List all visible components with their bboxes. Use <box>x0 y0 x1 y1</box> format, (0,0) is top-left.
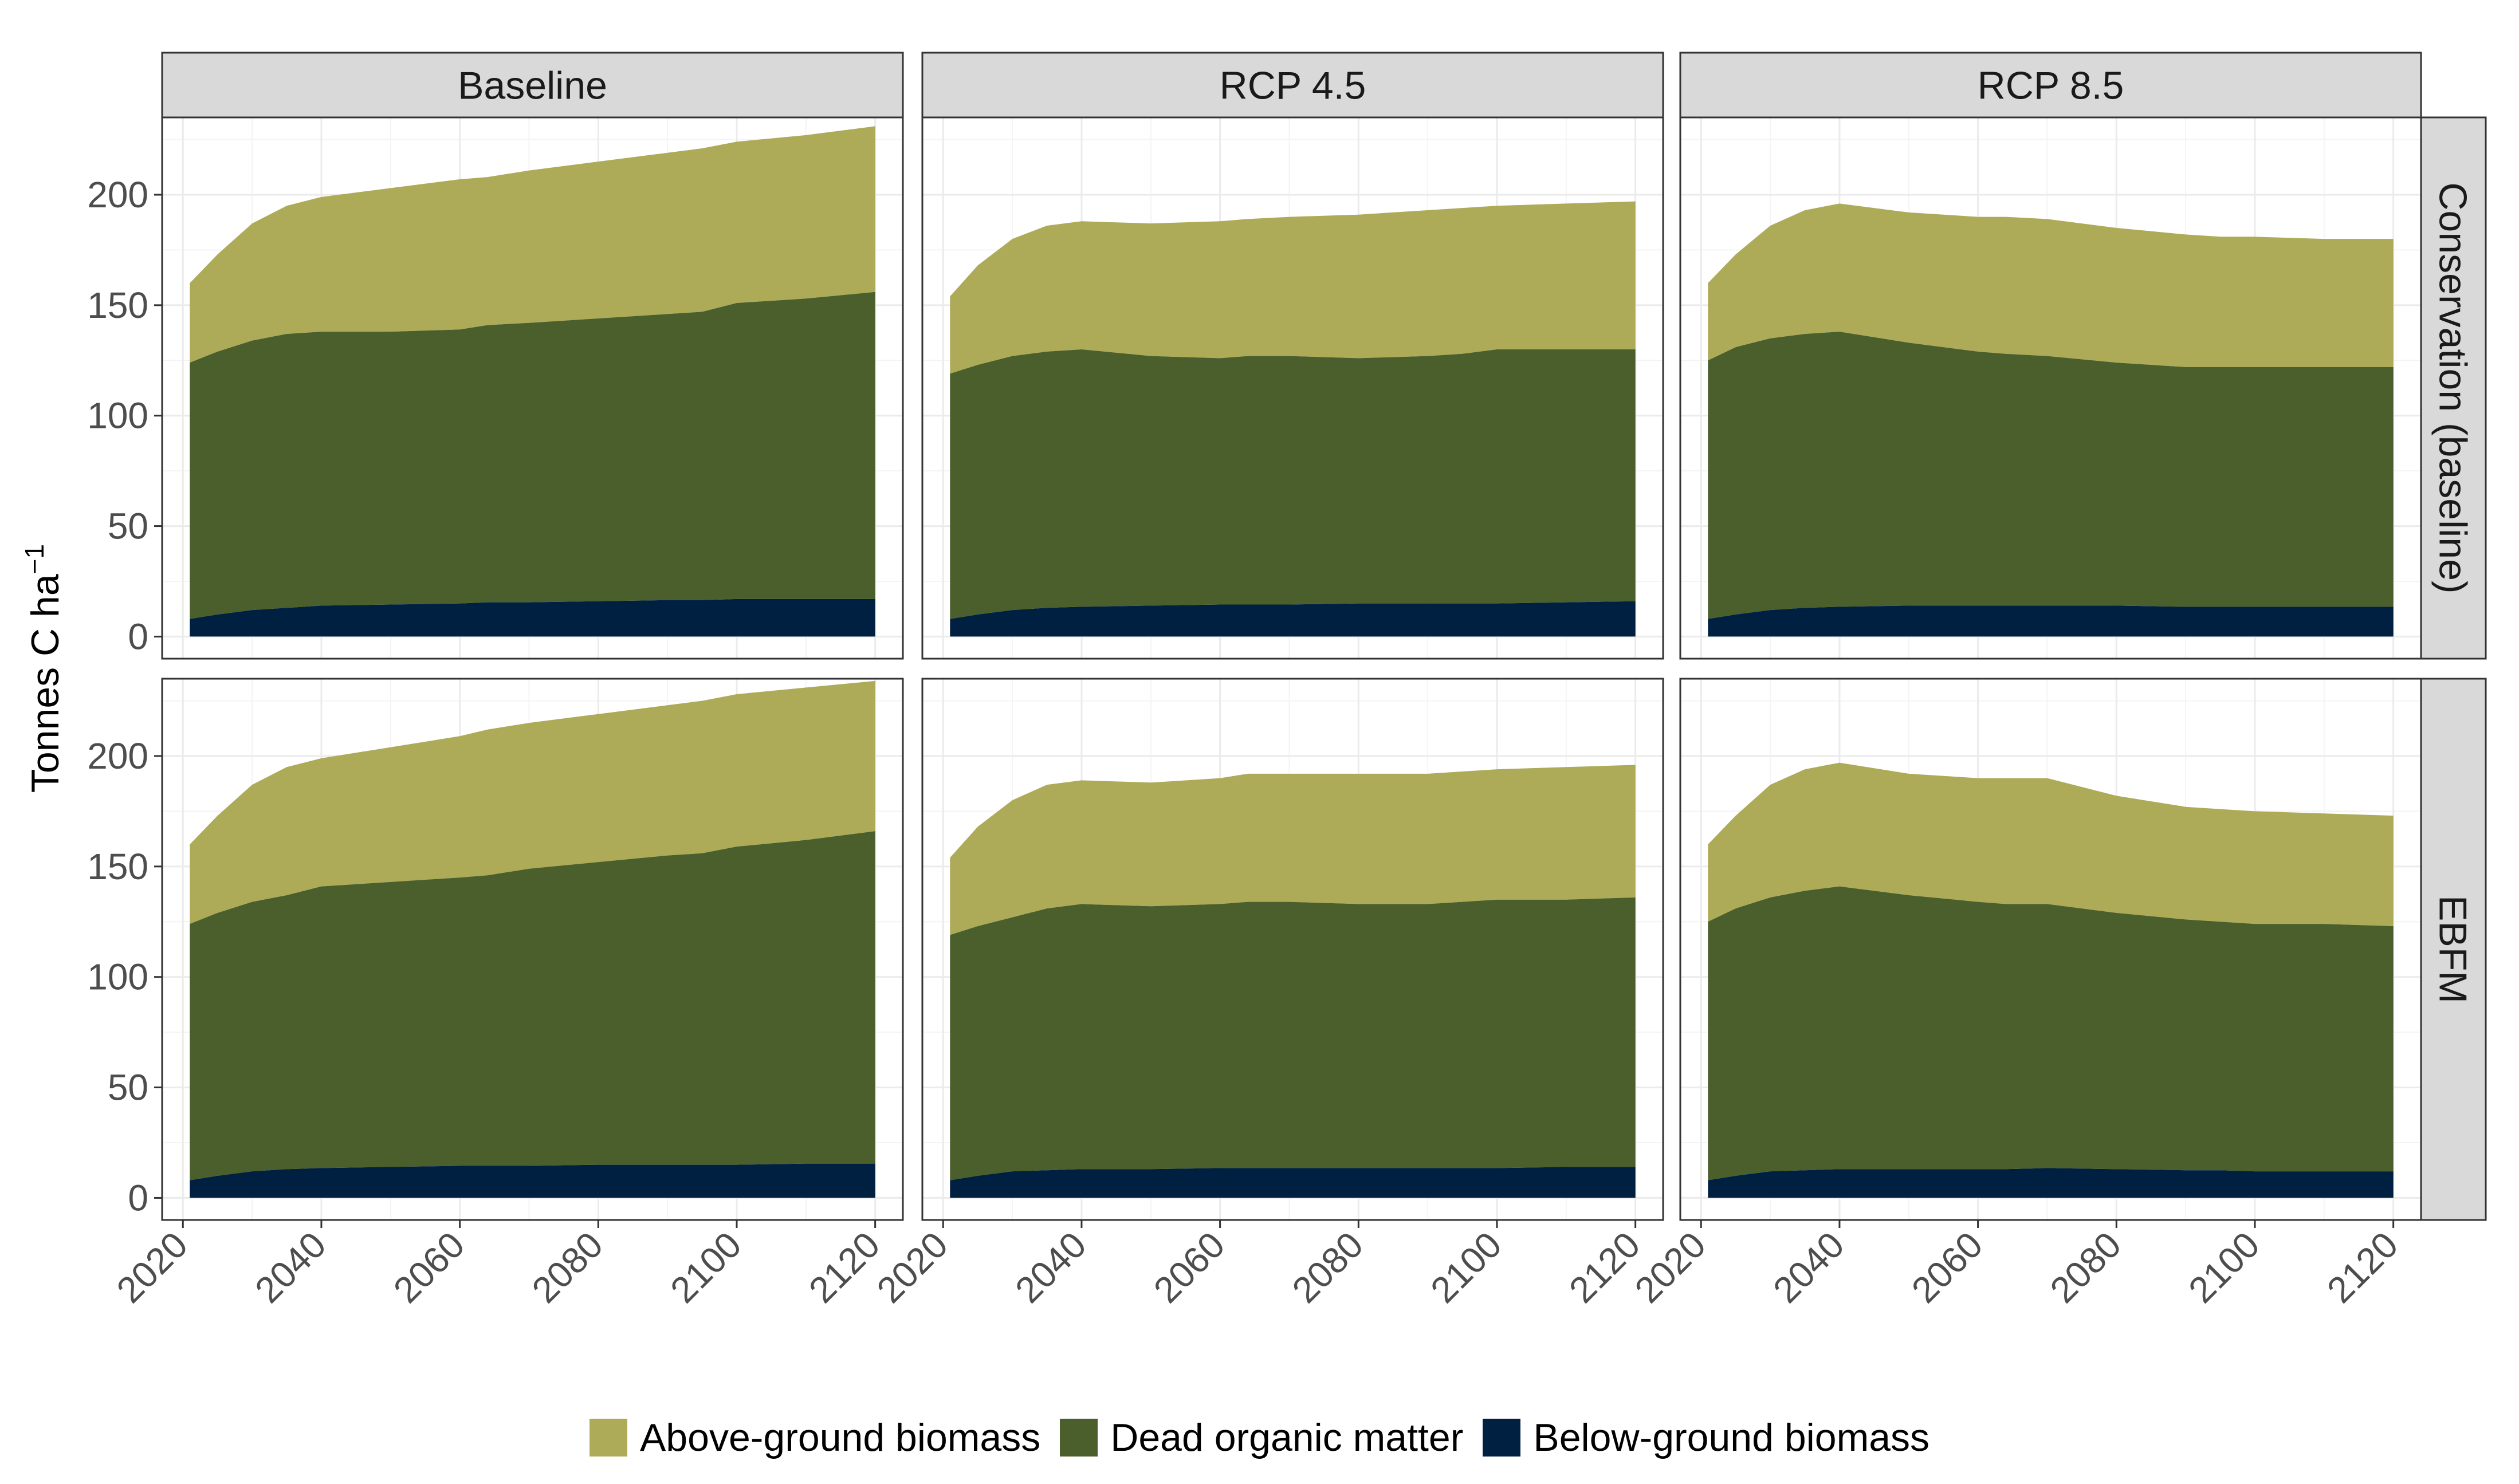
facet-panel: 2020 2040 2060 2080 2100 2120 0 50 100 150 200 <box>87 678 904 1311</box>
x-tick-label: 2080 <box>524 1224 611 1311</box>
y-tick-label: 50 <box>108 1067 148 1108</box>
legend-swatch <box>1483 1419 1521 1457</box>
x-tick-label: 2040 <box>247 1224 334 1311</box>
area-below-ground-biomass <box>190 599 875 637</box>
panel-border <box>161 116 904 660</box>
y-axis-title: Tonnes C ha−1 <box>19 544 67 793</box>
x-tick-label: 2100 <box>662 1224 749 1311</box>
panel-border <box>161 678 904 1221</box>
area-above-ground-biomass <box>190 680 875 924</box>
area-dead-organic-matter <box>1708 886 2394 1180</box>
legend-label: Below-ground biomass <box>1533 1416 1930 1459</box>
x-tick-label: 2020 <box>109 1224 196 1311</box>
x-tick-label: 2100 <box>2180 1224 2268 1311</box>
legend-item: Above-ground biomass <box>589 1415 1041 1460</box>
legend-swatch <box>589 1419 627 1457</box>
facet-strip-label: Baseline <box>458 64 607 108</box>
facet-panel <box>1679 116 2422 660</box>
facet-strip-label: Conservation (baseline) <box>2431 182 2475 593</box>
area-above-ground-biomass <box>1708 203 2394 367</box>
y-tick-label: 50 <box>108 506 148 547</box>
x-tick-label: 2040 <box>1007 1224 1094 1311</box>
x-tick-label: 2020 <box>869 1224 956 1311</box>
panel-border <box>921 116 1664 660</box>
y-tick-label: 0 <box>128 616 148 657</box>
x-tick-label: 2060 <box>1904 1224 1991 1311</box>
x-tick-label: 2100 <box>1422 1224 1510 1311</box>
x-tick-label: 2120 <box>2319 1224 2406 1311</box>
facet-strip-row <box>2420 116 2487 660</box>
facet-panel: 2020 2040 2060 2080 2100 2120 <box>1627 678 2422 1311</box>
x-tick-label: 2120 <box>801 1224 888 1311</box>
facet-panel <box>921 116 1664 660</box>
panel-border <box>1679 678 2422 1221</box>
facet-strip-column <box>921 52 1664 119</box>
y-tick-label: 150 <box>87 285 148 326</box>
legend-item: Dead organic matter <box>1060 1415 1463 1460</box>
x-tick-label: 2020 <box>1627 1224 1714 1311</box>
facet-strip-label: RCP 4.5 <box>1220 64 1366 108</box>
y-tick-label: 100 <box>87 956 148 998</box>
area-below-ground-biomass <box>190 1163 875 1198</box>
area-dead-organic-matter <box>190 292 875 619</box>
x-tick-label: 2060 <box>386 1224 473 1311</box>
x-tick-label: 2080 <box>1284 1224 1372 1311</box>
legend-label: Dead organic matter <box>1110 1416 1464 1459</box>
area-dead-organic-matter <box>950 897 1636 1180</box>
y-tick-label: 200 <box>87 174 148 215</box>
x-tick-label: 2060 <box>1146 1224 1233 1311</box>
y-tick-label: 100 <box>87 395 148 436</box>
legend-item: Below-ground biomass <box>1483 1415 1929 1460</box>
facet-strip-column <box>1679 52 2422 119</box>
facet-panel: 0 50 100 150 200 <box>87 116 904 660</box>
x-tick-label: 2040 <box>1765 1224 1852 1311</box>
y-axis-title-superscript: −1 <box>19 544 49 574</box>
facet-strip-label: RCP 8.5 <box>1978 64 2124 108</box>
panel-border <box>921 678 1664 1221</box>
facet-strip-row <box>2420 678 2487 1221</box>
legend-label: Above-ground biomass <box>639 1416 1041 1459</box>
facet-strip-column <box>161 52 904 119</box>
y-tick-label: 0 <box>128 1177 148 1218</box>
x-tick-label: 2080 <box>2042 1224 2129 1311</box>
area-dead-organic-matter <box>950 349 1636 619</box>
area-below-ground-biomass <box>1708 1168 2394 1198</box>
panel-border <box>1679 116 2422 660</box>
area-dead-organic-matter <box>1708 332 2394 619</box>
area-above-ground-biomass <box>950 201 1636 374</box>
area-below-ground-biomass <box>950 601 1636 637</box>
area-above-ground-biomass <box>1708 762 2394 926</box>
area-below-ground-biomass <box>1708 605 2394 637</box>
legend: Above-ground biomass Dead organic matter B… <box>0 1409 2519 1466</box>
area-above-ground-biomass <box>190 126 875 363</box>
area-above-ground-biomass <box>950 765 1636 935</box>
facet-panel: 2020 2040 2060 2080 2100 2120 <box>869 678 1664 1311</box>
facet-strip-label: EBFM <box>2431 895 2475 1003</box>
area-dead-organic-matter <box>190 831 875 1180</box>
x-tick-label: 2120 <box>1561 1224 1648 1311</box>
y-tick-label: 200 <box>87 735 148 777</box>
area-below-ground-biomass <box>950 1167 1636 1198</box>
legend-swatch <box>1060 1419 1098 1457</box>
y-tick-label: 150 <box>87 846 148 887</box>
